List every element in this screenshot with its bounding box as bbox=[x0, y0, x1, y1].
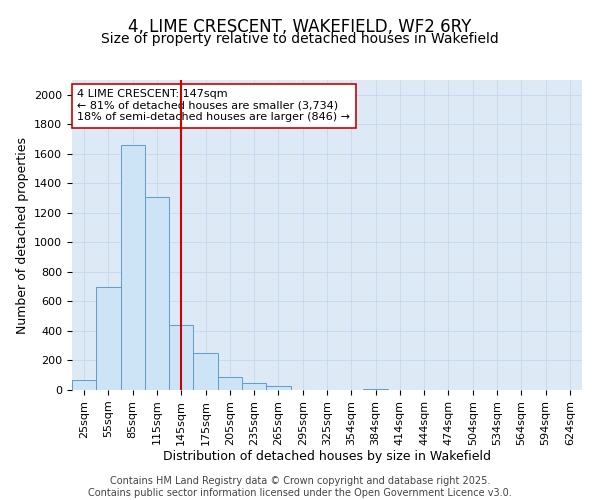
Bar bbox=[266, 386, 290, 390]
Bar bbox=[96, 286, 121, 390]
Text: Contains HM Land Registry data © Crown copyright and database right 2025.
Contai: Contains HM Land Registry data © Crown c… bbox=[88, 476, 512, 498]
X-axis label: Distribution of detached houses by size in Wakefield: Distribution of detached houses by size … bbox=[163, 450, 491, 464]
Bar bbox=[145, 198, 169, 390]
Text: Size of property relative to detached houses in Wakefield: Size of property relative to detached ho… bbox=[101, 32, 499, 46]
Bar bbox=[169, 325, 193, 390]
Bar bbox=[72, 380, 96, 390]
Bar bbox=[121, 145, 145, 390]
Bar bbox=[364, 388, 388, 390]
Bar bbox=[218, 376, 242, 390]
Bar bbox=[193, 353, 218, 390]
Bar bbox=[242, 382, 266, 390]
Y-axis label: Number of detached properties: Number of detached properties bbox=[16, 136, 29, 334]
Text: 4 LIME CRESCENT: 147sqm
← 81% of detached houses are smaller (3,734)
18% of semi: 4 LIME CRESCENT: 147sqm ← 81% of detache… bbox=[77, 90, 350, 122]
Text: 4, LIME CRESCENT, WAKEFIELD, WF2 6RY: 4, LIME CRESCENT, WAKEFIELD, WF2 6RY bbox=[128, 18, 472, 36]
